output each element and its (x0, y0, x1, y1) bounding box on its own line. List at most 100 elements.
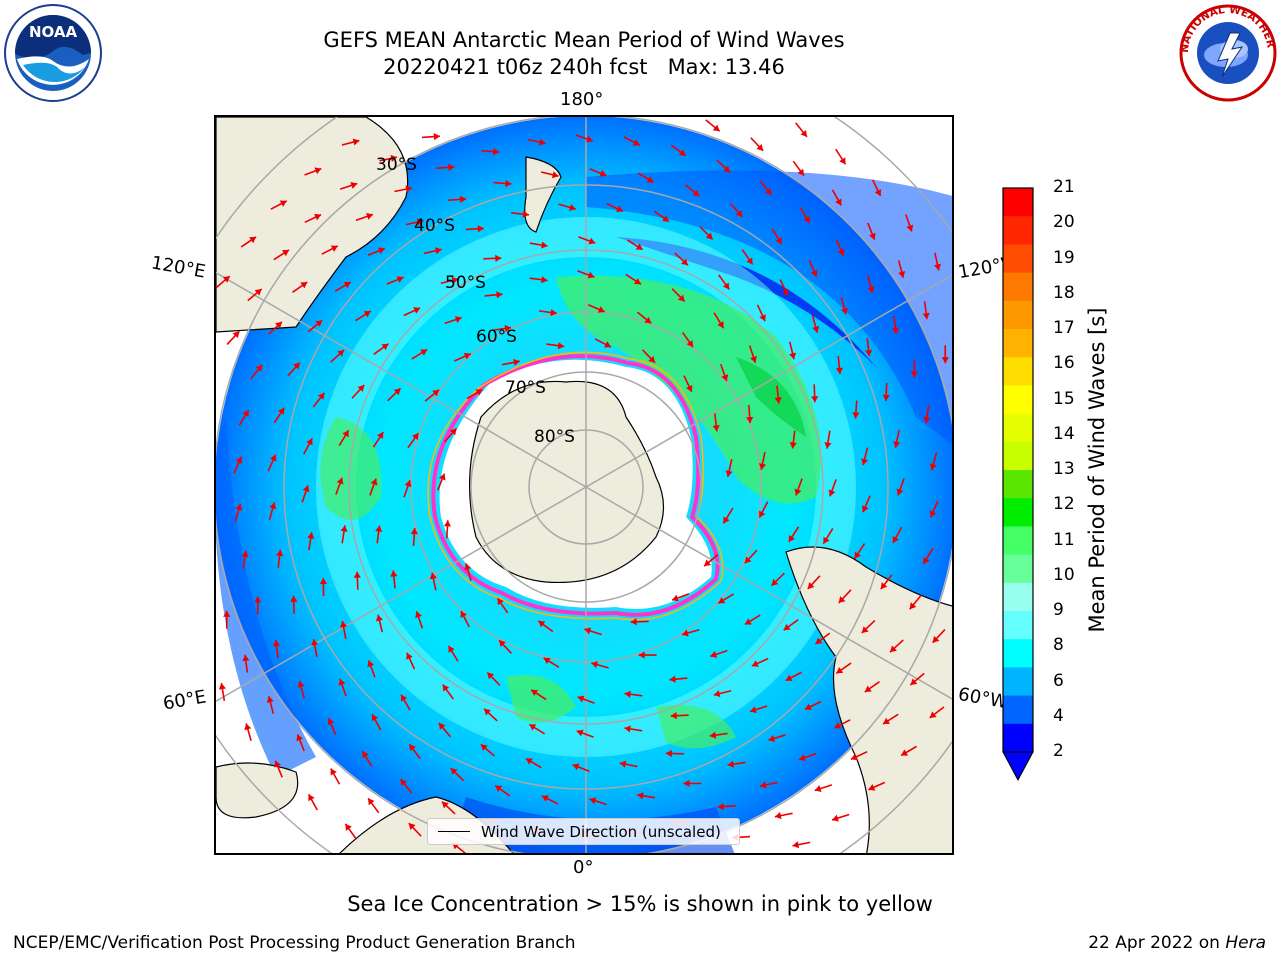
wave-direction-arrowhead (797, 168, 804, 176)
wave-direction-arrowhead (281, 249, 289, 257)
wave-direction-arrowhead (362, 751, 369, 759)
wave-direction-arrowhead (249, 236, 257, 244)
wave-direction-arrowhead (338, 678, 346, 686)
footer-date: 22 Apr 2022 on Hera (1088, 933, 1266, 953)
lon-label-0: 0° (573, 857, 594, 878)
wave-direction-arrowhead (604, 341, 612, 348)
colorbar (1002, 187, 1034, 783)
colorbar-band (1003, 723, 1033, 753)
wave-direction-arrowhead (572, 763, 580, 771)
wave-direction-arrowhead (376, 432, 384, 440)
wave-direction-arrowhead (599, 170, 607, 177)
wave-direction-arrowhead (835, 198, 842, 206)
wave-direction-arrowhead (366, 212, 373, 220)
lon-label-60w: 60°W (956, 683, 1010, 714)
wave-direction-arrowhead (459, 195, 467, 203)
colorbar-label: Mean Period of Wind Waves [s] (1085, 307, 1109, 633)
wave-direction-arrowhead (735, 210, 743, 218)
wave-direction-arrowhead (585, 135, 593, 143)
wave-direction-arrowhead (832, 814, 839, 822)
wave-direction-arrowhead (416, 218, 424, 226)
wave-direction-arrowhead (722, 282, 730, 290)
colorbar-tick-label: 15 (1053, 388, 1075, 409)
wave-direction-arrowhead (296, 734, 304, 742)
wave-direction-arrowhead (910, 371, 918, 378)
lat-label-60s: 60°S (476, 327, 517, 347)
colorbar-tick-label: 9 (1053, 600, 1064, 620)
wave-direction-arrowhead (896, 488, 904, 496)
wave-direction-arrowhead (475, 389, 483, 396)
wave-direction-arrowhead (764, 187, 772, 195)
wave-direction-arrowhead (712, 425, 720, 432)
wave-direction-arrowhead (861, 505, 869, 513)
wave-direction-arrowhead (336, 477, 344, 485)
wave-direction-arrowhead (717, 321, 724, 329)
colorbar-band (1003, 582, 1033, 612)
wave-direction-arrowhead (874, 189, 882, 197)
colorbar-tick-label: 10 (1053, 564, 1075, 585)
wave-direction-arrowhead (370, 478, 378, 486)
wave-direction-arrowhead (670, 712, 677, 720)
wave-direction-arrowhead (929, 510, 937, 518)
colorbar-band (1003, 526, 1033, 556)
wave-direction-arrowhead (408, 823, 416, 831)
wave-direction-arrowhead (343, 281, 351, 289)
wave-direction-arrowhead (538, 138, 546, 146)
wave-direction-arrowhead (353, 571, 361, 578)
wave-direction-arrowhead (838, 596, 846, 604)
wave-direction-arrowhead (750, 706, 757, 714)
wave-direction-arrowhead (632, 139, 640, 146)
colorbar-tick-label: 8 (1053, 635, 1064, 656)
south-america-land (785, 546, 952, 853)
wave-direction-arrowhead (405, 185, 413, 193)
colorbar-tick-label: 2 (1053, 741, 1064, 761)
wave-direction-arrowhead (429, 572, 437, 580)
wave-direction-arrowhead (910, 678, 918, 685)
wave-direction-arrowhead (451, 276, 459, 284)
colorbar-tick-label: 11 (1053, 529, 1075, 550)
wave-direction-arrowhead (758, 463, 767, 470)
wave-direction-arrowhead (835, 367, 844, 374)
wave-direction-arrowhead (901, 749, 909, 756)
colorbar-tick-label: 21 (1053, 177, 1075, 197)
wave-direction-arrowhead (477, 225, 484, 233)
wave-direction-arrowhead (463, 352, 471, 360)
wave-direction-arrowhead (377, 247, 385, 255)
wave-direction-arrowhead (756, 143, 764, 151)
colorbar-band (1003, 357, 1033, 386)
wave-direction-arrowhead (413, 307, 421, 314)
wave-direction-arrowhead (497, 598, 504, 606)
colorbar-band (1003, 554, 1033, 584)
wave-direction-arrowhead (218, 683, 226, 690)
wave-direction-arrowhead (400, 694, 408, 702)
wave-direction-arrowhead (644, 316, 652, 324)
wave-direction-arrowhead (396, 276, 404, 283)
australia-land (216, 117, 409, 333)
wave-direction-arrowhead (276, 549, 284, 557)
wave-direction-arrowhead (442, 684, 450, 692)
wave-direction-arrowhead (244, 723, 252, 731)
map-frame: 30°S 40°S 50°S 60°S 70°S 80°S (214, 115, 954, 855)
wave-direction-arrowhead (464, 563, 472, 571)
lon-label-60e: 60°E (161, 686, 208, 715)
wave-direction-arrowhead (381, 343, 389, 351)
wave-direction-arrowhead (638, 651, 645, 659)
wave-direction-arrowhead (337, 349, 345, 357)
wave-direction-arrowhead (725, 470, 733, 477)
wave-direction-arrowhead (363, 311, 371, 318)
wave-direction-arrowhead (390, 570, 398, 577)
wave-direction-arrowhead (824, 442, 832, 449)
wave-direction-arrowhead (672, 594, 679, 602)
colorbar-band (1003, 300, 1033, 330)
wave-direction-arrowhead (432, 389, 440, 397)
wave-direction-arrowhead (785, 674, 793, 681)
wave-direction-arrowhead (499, 640, 506, 648)
wave-direction-arrowhead (492, 148, 500, 156)
wave-direction-arrowhead (867, 286, 875, 294)
wave-direction-arrowhead (812, 325, 820, 333)
wave-direction-arrowhead (837, 248, 845, 256)
longitude-gridlines (216, 117, 952, 853)
wave-direction-arrowhead (254, 289, 262, 296)
wave-direction-arrowhead (635, 243, 643, 250)
wave-direction-arrowhead (823, 536, 830, 544)
